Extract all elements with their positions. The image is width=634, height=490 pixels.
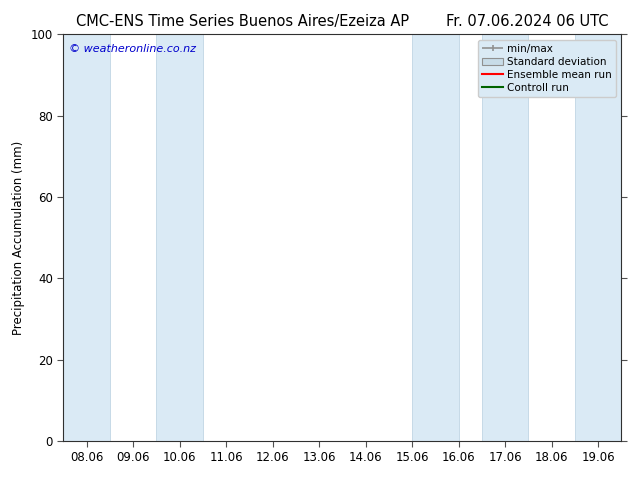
- Bar: [482, 34, 528, 441]
- Bar: [63, 34, 110, 441]
- Legend: min/max, Standard deviation, Ensemble mean run, Controll run: min/max, Standard deviation, Ensemble me…: [478, 40, 616, 97]
- Y-axis label: Precipitation Accumulation (mm): Precipitation Accumulation (mm): [12, 141, 25, 335]
- Text: © weatheronline.co.nz: © weatheronline.co.nz: [69, 45, 196, 54]
- Bar: [412, 34, 458, 441]
- Bar: [575, 34, 621, 441]
- Title: CMC-ENS Time Series Buenos Aires/Ezeiza AP        Fr. 07.06.2024 06 UTC: CMC-ENS Time Series Buenos Aires/Ezeiza …: [76, 14, 609, 29]
- Bar: [157, 34, 203, 441]
